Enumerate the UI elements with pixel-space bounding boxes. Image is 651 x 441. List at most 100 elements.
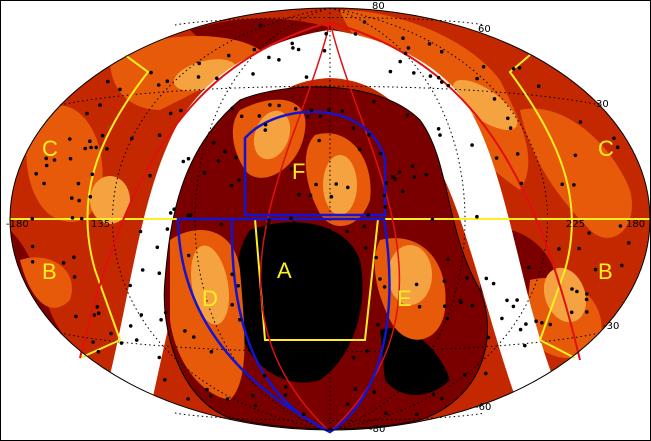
data-point	[326, 231, 330, 236]
data-point	[229, 183, 234, 188]
data-point	[52, 158, 57, 162]
inner-highlight	[190, 245, 230, 325]
data-point	[283, 393, 288, 397]
data-point	[96, 349, 101, 354]
data-point	[334, 182, 339, 186]
data-point	[70, 196, 74, 200]
data-point	[163, 310, 168, 315]
lat-tick-minus-30: -30	[603, 321, 619, 332]
data-point	[268, 103, 272, 107]
data-point	[277, 58, 281, 62]
data-point	[540, 321, 544, 325]
data-point	[627, 241, 631, 245]
data-point	[414, 412, 419, 417]
data-point	[326, 302, 331, 307]
data-point	[317, 138, 322, 143]
data-point	[314, 182, 318, 187]
lon-tick-left: -180	[6, 219, 29, 230]
data-point	[351, 355, 356, 360]
data-point	[100, 133, 105, 138]
data-point	[331, 325, 336, 330]
data-point	[296, 47, 301, 52]
data-point	[88, 139, 92, 143]
data-point	[440, 80, 444, 84]
data-point	[186, 253, 191, 258]
data-point	[291, 46, 295, 50]
data-point	[593, 267, 598, 272]
data-point	[572, 183, 576, 187]
tick-labels: 80 60 30 -30 -60 -80 -180 135 225 180	[6, 1, 645, 435]
data-point	[443, 304, 447, 309]
highlight-region	[543, 267, 587, 323]
data-point	[85, 111, 89, 116]
data-point	[168, 211, 173, 215]
orange-region	[20, 257, 72, 308]
data-point	[196, 75, 201, 79]
data-point	[266, 222, 270, 226]
data-point	[128, 324, 133, 328]
data-point	[251, 393, 255, 398]
data-point	[410, 164, 415, 168]
data-point	[470, 303, 475, 308]
data-point	[372, 390, 377, 394]
inner-highlight	[323, 155, 357, 215]
data-point	[303, 370, 307, 374]
data-point	[215, 76, 219, 81]
data-point	[181, 159, 186, 164]
data-point	[439, 49, 444, 54]
data-point	[186, 156, 191, 161]
data-point	[515, 152, 520, 156]
yellow-boundary-right	[508, 54, 576, 359]
region-label-b-right: B	[598, 259, 613, 284]
data-point	[442, 279, 447, 283]
data-point	[42, 181, 46, 186]
data-point	[292, 238, 296, 243]
data-point	[149, 70, 153, 75]
data-point	[427, 373, 432, 378]
data-point	[106, 79, 110, 84]
data-point	[367, 133, 371, 137]
data-point	[98, 103, 102, 107]
data-point	[363, 246, 368, 250]
blue-boundary-d	[230, 218, 331, 434]
data-point	[238, 318, 242, 322]
data-point	[300, 240, 305, 244]
data-point	[263, 122, 268, 127]
data-point	[262, 373, 267, 378]
data-point	[365, 349, 370, 353]
data-point	[436, 75, 441, 80]
data-point	[484, 276, 489, 281]
data-point	[267, 218, 271, 223]
data-point	[417, 305, 422, 309]
data-point	[585, 292, 589, 296]
data-point	[413, 355, 418, 359]
data-point	[293, 107, 298, 111]
lon-tick-225: 225	[566, 219, 585, 230]
data-point	[351, 126, 356, 130]
data-point	[284, 385, 288, 389]
data-point	[329, 194, 334, 199]
data-point	[95, 305, 100, 309]
region-label-e: E	[397, 286, 412, 311]
data-point	[327, 108, 331, 112]
data-point	[134, 338, 139, 342]
data-point	[615, 145, 620, 149]
data-point	[511, 304, 516, 309]
data-point	[382, 193, 387, 198]
data-point	[297, 193, 301, 197]
data-point	[353, 387, 358, 391]
data-point	[209, 350, 214, 354]
data-point	[30, 216, 35, 221]
data-point	[186, 397, 190, 401]
data-point	[475, 214, 479, 219]
data-point	[345, 229, 350, 234]
meridian-line	[329, 7, 548, 431]
data-point	[587, 231, 591, 235]
data-point	[366, 212, 371, 217]
data-point	[557, 247, 561, 251]
data-point	[465, 276, 469, 280]
lon-tick-right: 180	[626, 219, 645, 230]
data-point	[89, 145, 93, 150]
data-point	[403, 51, 408, 56]
